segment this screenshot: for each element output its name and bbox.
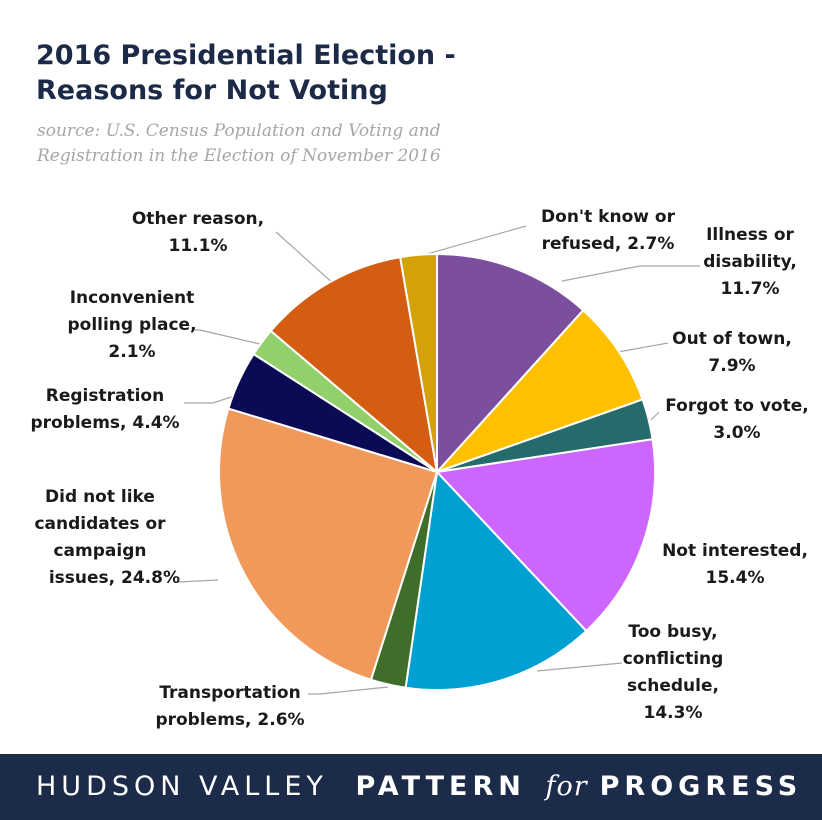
label-out-of-town: Out of town, 7.9%: [672, 329, 792, 376]
label-illness: Illness or disability, 11.7%: [703, 225, 797, 299]
label-did-not-like: Did not like candidates or campaign issues,…: [34, 487, 180, 588]
pie-slice-illness-or-disability: [436, 252, 585, 475]
pie-slice-did-not-like-candidates-or-campaign-issues: [218, 407, 439, 682]
leader-line-too-busy: [536, 662, 623, 672]
leader-line-illness: [561, 265, 700, 282]
chart-subtitle: source: U.S. Census Population and Votin…: [37, 121, 441, 166]
leader-line-dont-know: [419, 225, 527, 257]
footer-hudson-valley: HUDSON VALLEY: [36, 771, 328, 802]
footer-wordmark: HUDSON VALLEY PATTERN for PROGRESS: [36, 754, 802, 820]
chart-title: 2016 Presidential Election - Reasons for…: [36, 40, 456, 106]
pie-slice-too-busy-conflicting-schedule: [404, 469, 588, 691]
leader-line-transportation: [308, 686, 389, 695]
footer-progress: PROGRESS: [599, 771, 803, 802]
leader-line-inconvenient: [195, 329, 265, 346]
leader-line-forgot: [650, 411, 660, 421]
label-dont-know: Don't know or refused, 2.7%: [541, 207, 675, 254]
pie-slice-other-reason: [269, 255, 439, 475]
label-not-interested: Not interested, 15.4%: [662, 541, 808, 588]
label-forgot: Forgot to vote, 3.0%: [665, 396, 809, 443]
pie-slice-don-t-know-or-refused: [399, 252, 438, 473]
label-inconvenient: Inconvenient polling place, 2.1%: [67, 288, 197, 362]
label-too-busy: Too busy, conflicting schedule, 14.3%: [622, 622, 724, 723]
footer-for: for: [545, 771, 588, 802]
label-registration: Registration problems, 4.4%: [30, 386, 180, 433]
footer-banner: HUDSON VALLEY PATTERN for PROGRESS: [0, 754, 822, 820]
label-other: Other reason, 11.1%: [131, 209, 265, 256]
pie-chart: [177, 225, 700, 695]
leader-line-out-of-town: [617, 342, 669, 353]
footer-pattern: PATTERN: [355, 771, 526, 802]
pie-slices: [218, 252, 656, 691]
label-transportation: Transportation problems, 2.6%: [155, 683, 305, 730]
leader-line-other: [275, 231, 337, 287]
pie-slice-out-of-town: [436, 308, 644, 473]
leader-line-did-not-like: [177, 579, 219, 583]
pie-slice-not-interested: [434, 438, 656, 633]
leader-lines: [177, 225, 700, 695]
